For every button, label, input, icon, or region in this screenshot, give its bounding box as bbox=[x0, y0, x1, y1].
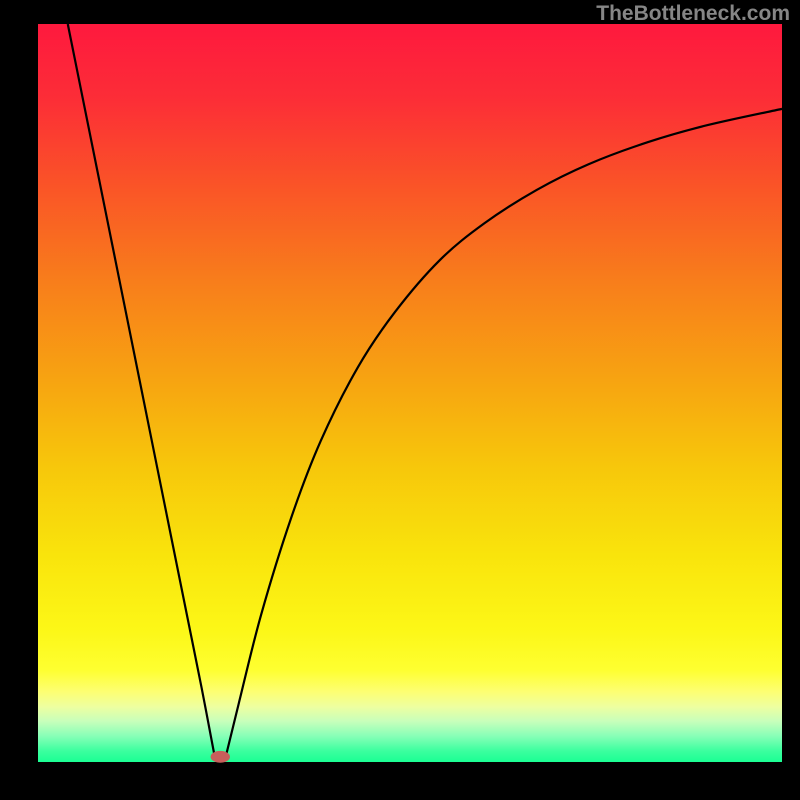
chart-container: TheBottleneck.com bbox=[0, 0, 800, 800]
bottleneck-chart bbox=[0, 0, 800, 800]
optimal-point-marker bbox=[211, 751, 230, 763]
watermark-text: TheBottleneck.com bbox=[596, 2, 790, 26]
